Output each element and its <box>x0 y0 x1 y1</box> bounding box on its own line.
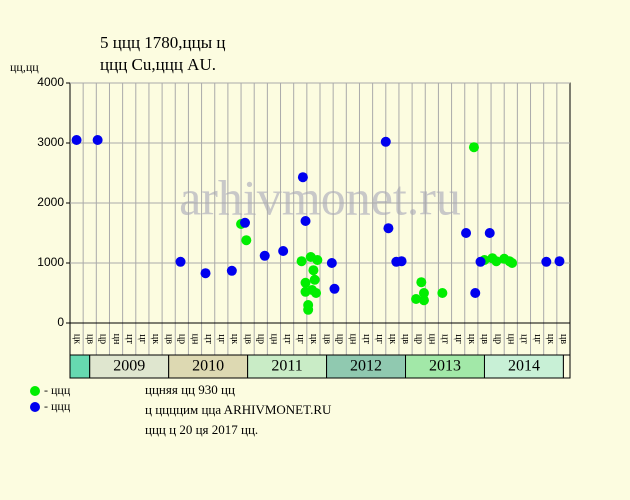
point <box>491 256 502 267</box>
x-tick-label: цт <box>124 334 135 344</box>
x-tick-label: цт <box>203 334 214 344</box>
last-band <box>562 354 571 379</box>
x-tick-label: цр <box>492 334 503 344</box>
x-tick-label: цк <box>387 334 398 344</box>
point <box>461 228 472 238</box>
x-tick-label: цн <box>269 334 280 345</box>
x-tick-label: цк <box>466 334 477 344</box>
y-tick-label: 2000 <box>37 195 64 209</box>
point <box>475 256 486 267</box>
point <box>380 136 391 147</box>
chart-subtitle: ццц Cu,ццц AU. <box>100 55 216 74</box>
y-tick-label: 3000 <box>37 135 64 149</box>
note: ццц ц 20 ця 2017 цц. <box>145 422 258 437</box>
x-tick-label: цг <box>532 334 543 343</box>
x-tick-label: цг <box>216 334 227 343</box>
year-label: 2012 <box>350 358 382 375</box>
x-tick-label: цг <box>374 334 385 343</box>
x-tick-label: цр <box>177 334 188 344</box>
legend-label: - ццц <box>44 399 71 413</box>
x-tick-label: цг <box>453 334 464 343</box>
x-tick-label: цн <box>111 334 122 345</box>
point <box>296 256 307 267</box>
point <box>240 217 250 228</box>
point <box>383 223 394 234</box>
x-tick-label: цв <box>321 334 332 344</box>
x-tick-label: цв <box>163 334 174 344</box>
y-tick-label: 4000 <box>37 75 64 89</box>
point <box>259 250 270 261</box>
point <box>329 283 340 294</box>
x-tick-label: цк <box>229 334 240 344</box>
first-band <box>69 354 91 379</box>
x-tick-label: цг <box>295 334 306 343</box>
point <box>416 277 427 288</box>
year-label: 2011 <box>271 358 302 375</box>
x-tick-label: цв <box>400 334 411 344</box>
point <box>309 274 320 285</box>
x-tick-label: цт <box>282 334 293 344</box>
point <box>470 288 481 298</box>
legend-marker <box>30 402 40 412</box>
x-tick-label: цр <box>334 334 345 344</box>
point <box>278 246 289 256</box>
year-label: 2009 <box>113 358 145 375</box>
x-tick-label: цр <box>98 334 109 344</box>
point <box>411 294 422 304</box>
point <box>297 172 308 183</box>
y-tick-label: 1000 <box>37 255 64 269</box>
x-tick-label: цт <box>519 334 530 344</box>
x-tick-label: цн <box>505 334 516 345</box>
point <box>92 135 103 145</box>
note: ццняя цц 930 цц <box>145 382 235 397</box>
year-label: 2014 <box>508 358 540 375</box>
x-tick-label: цн <box>348 334 359 345</box>
x-tick-label: цк <box>545 334 556 344</box>
point <box>418 288 429 298</box>
chart-title: 5 ццц 1780,ццы ц <box>100 33 226 52</box>
point <box>484 228 495 238</box>
x-tick-label: цв <box>558 334 569 344</box>
point <box>312 255 323 265</box>
point <box>311 288 322 298</box>
x-tick-label: цр <box>255 334 266 344</box>
point <box>326 258 337 268</box>
x-tick-label: цк <box>71 334 82 344</box>
x-tick-label: цн <box>190 334 201 345</box>
x-tick-label: цв <box>84 334 95 344</box>
point <box>437 288 448 298</box>
legend-marker <box>30 386 40 396</box>
x-tick-label: цр <box>413 334 424 344</box>
legend-label: - ццц <box>44 383 71 397</box>
point <box>300 277 311 288</box>
year-label: 2013 <box>429 358 461 375</box>
year-label: 2010 <box>192 358 224 375</box>
x-tick-label: цг <box>137 334 148 343</box>
point <box>71 135 82 145</box>
point <box>175 256 186 267</box>
point <box>468 142 479 153</box>
point <box>300 216 311 226</box>
x-tick-label: цк <box>150 334 161 344</box>
y-tick-label: 0 <box>57 315 64 329</box>
point <box>554 256 565 267</box>
x-tick-label: цт <box>361 334 372 344</box>
note: ц ццццим ццa ARHIVMONET.RU <box>145 402 332 417</box>
x-tick-label: цв <box>242 334 253 344</box>
point <box>418 295 429 306</box>
point <box>241 235 252 246</box>
point <box>226 265 237 276</box>
y-axis-label: цц,цц <box>10 60 39 74</box>
x-tick-label: цв <box>479 334 490 344</box>
point <box>396 256 407 267</box>
point <box>303 300 314 310</box>
x-tick-label: цк <box>308 334 319 344</box>
x-tick-label: цт <box>440 334 451 344</box>
point <box>308 265 319 276</box>
x-tick-label: цн <box>427 334 438 345</box>
point <box>541 256 552 267</box>
point <box>200 268 211 279</box>
point <box>507 258 518 268</box>
